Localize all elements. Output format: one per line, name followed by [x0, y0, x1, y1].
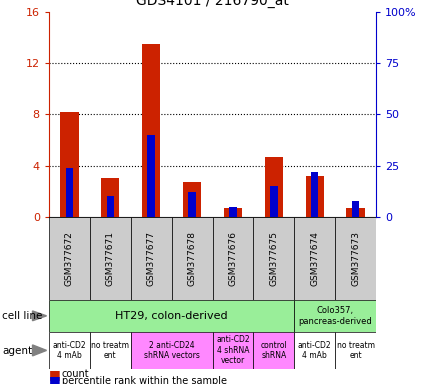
Bar: [188, 192, 196, 217]
Text: 2 anti-CD24
shRNA vectors: 2 anti-CD24 shRNA vectors: [144, 341, 199, 360]
Bar: [90, 332, 131, 369]
Bar: [294, 217, 335, 300]
Text: no treatm
ent: no treatm ent: [91, 341, 129, 360]
Bar: [183, 182, 201, 217]
Bar: [352, 200, 360, 217]
Bar: [212, 217, 253, 300]
Text: ■: ■: [49, 374, 61, 384]
Bar: [253, 332, 294, 369]
Bar: [346, 208, 365, 217]
Text: GSM377673: GSM377673: [351, 231, 360, 286]
Bar: [90, 217, 131, 300]
Text: ■: ■: [49, 368, 61, 381]
Bar: [65, 168, 73, 217]
Text: anti-CD2
4 shRNA
vector: anti-CD2 4 shRNA vector: [216, 336, 250, 365]
Bar: [212, 332, 253, 369]
Text: GSM377671: GSM377671: [106, 231, 115, 286]
Text: GSM377678: GSM377678: [187, 231, 196, 286]
Bar: [49, 300, 294, 332]
Bar: [101, 179, 119, 217]
Bar: [306, 176, 324, 217]
Bar: [142, 44, 160, 217]
Text: Colo357,
pancreas-derived: Colo357, pancreas-derived: [298, 306, 372, 326]
Bar: [172, 217, 212, 300]
Bar: [265, 157, 283, 217]
Text: control
shRNA: control shRNA: [261, 341, 287, 360]
Bar: [294, 332, 335, 369]
Text: GSM377674: GSM377674: [310, 231, 319, 286]
Bar: [294, 300, 376, 332]
Text: GSM377672: GSM377672: [65, 231, 74, 286]
Bar: [224, 208, 242, 217]
Polygon shape: [32, 311, 47, 321]
Bar: [270, 186, 278, 217]
Bar: [131, 217, 172, 300]
Text: HT29, colon-derived: HT29, colon-derived: [115, 311, 228, 321]
Text: cell line: cell line: [2, 311, 42, 321]
Text: GSM377676: GSM377676: [229, 231, 238, 286]
Text: anti-CD2
4 mAb: anti-CD2 4 mAb: [298, 341, 332, 360]
Bar: [335, 332, 376, 369]
Bar: [311, 172, 318, 217]
Title: GDS4101 / 216790_at: GDS4101 / 216790_at: [136, 0, 289, 8]
Bar: [253, 217, 294, 300]
Bar: [131, 332, 212, 369]
Text: no treatm
ent: no treatm ent: [337, 341, 375, 360]
Bar: [229, 207, 237, 217]
Text: agent: agent: [2, 346, 32, 356]
Text: GSM377677: GSM377677: [147, 231, 156, 286]
Bar: [107, 197, 114, 217]
Text: count: count: [62, 369, 89, 379]
Bar: [335, 217, 376, 300]
Bar: [49, 332, 90, 369]
Polygon shape: [32, 345, 47, 356]
Text: anti-CD2
4 mAb: anti-CD2 4 mAb: [53, 341, 86, 360]
Text: GSM377675: GSM377675: [269, 231, 278, 286]
Text: percentile rank within the sample: percentile rank within the sample: [62, 376, 227, 384]
Bar: [49, 217, 90, 300]
Bar: [60, 112, 79, 217]
Bar: [147, 135, 155, 217]
